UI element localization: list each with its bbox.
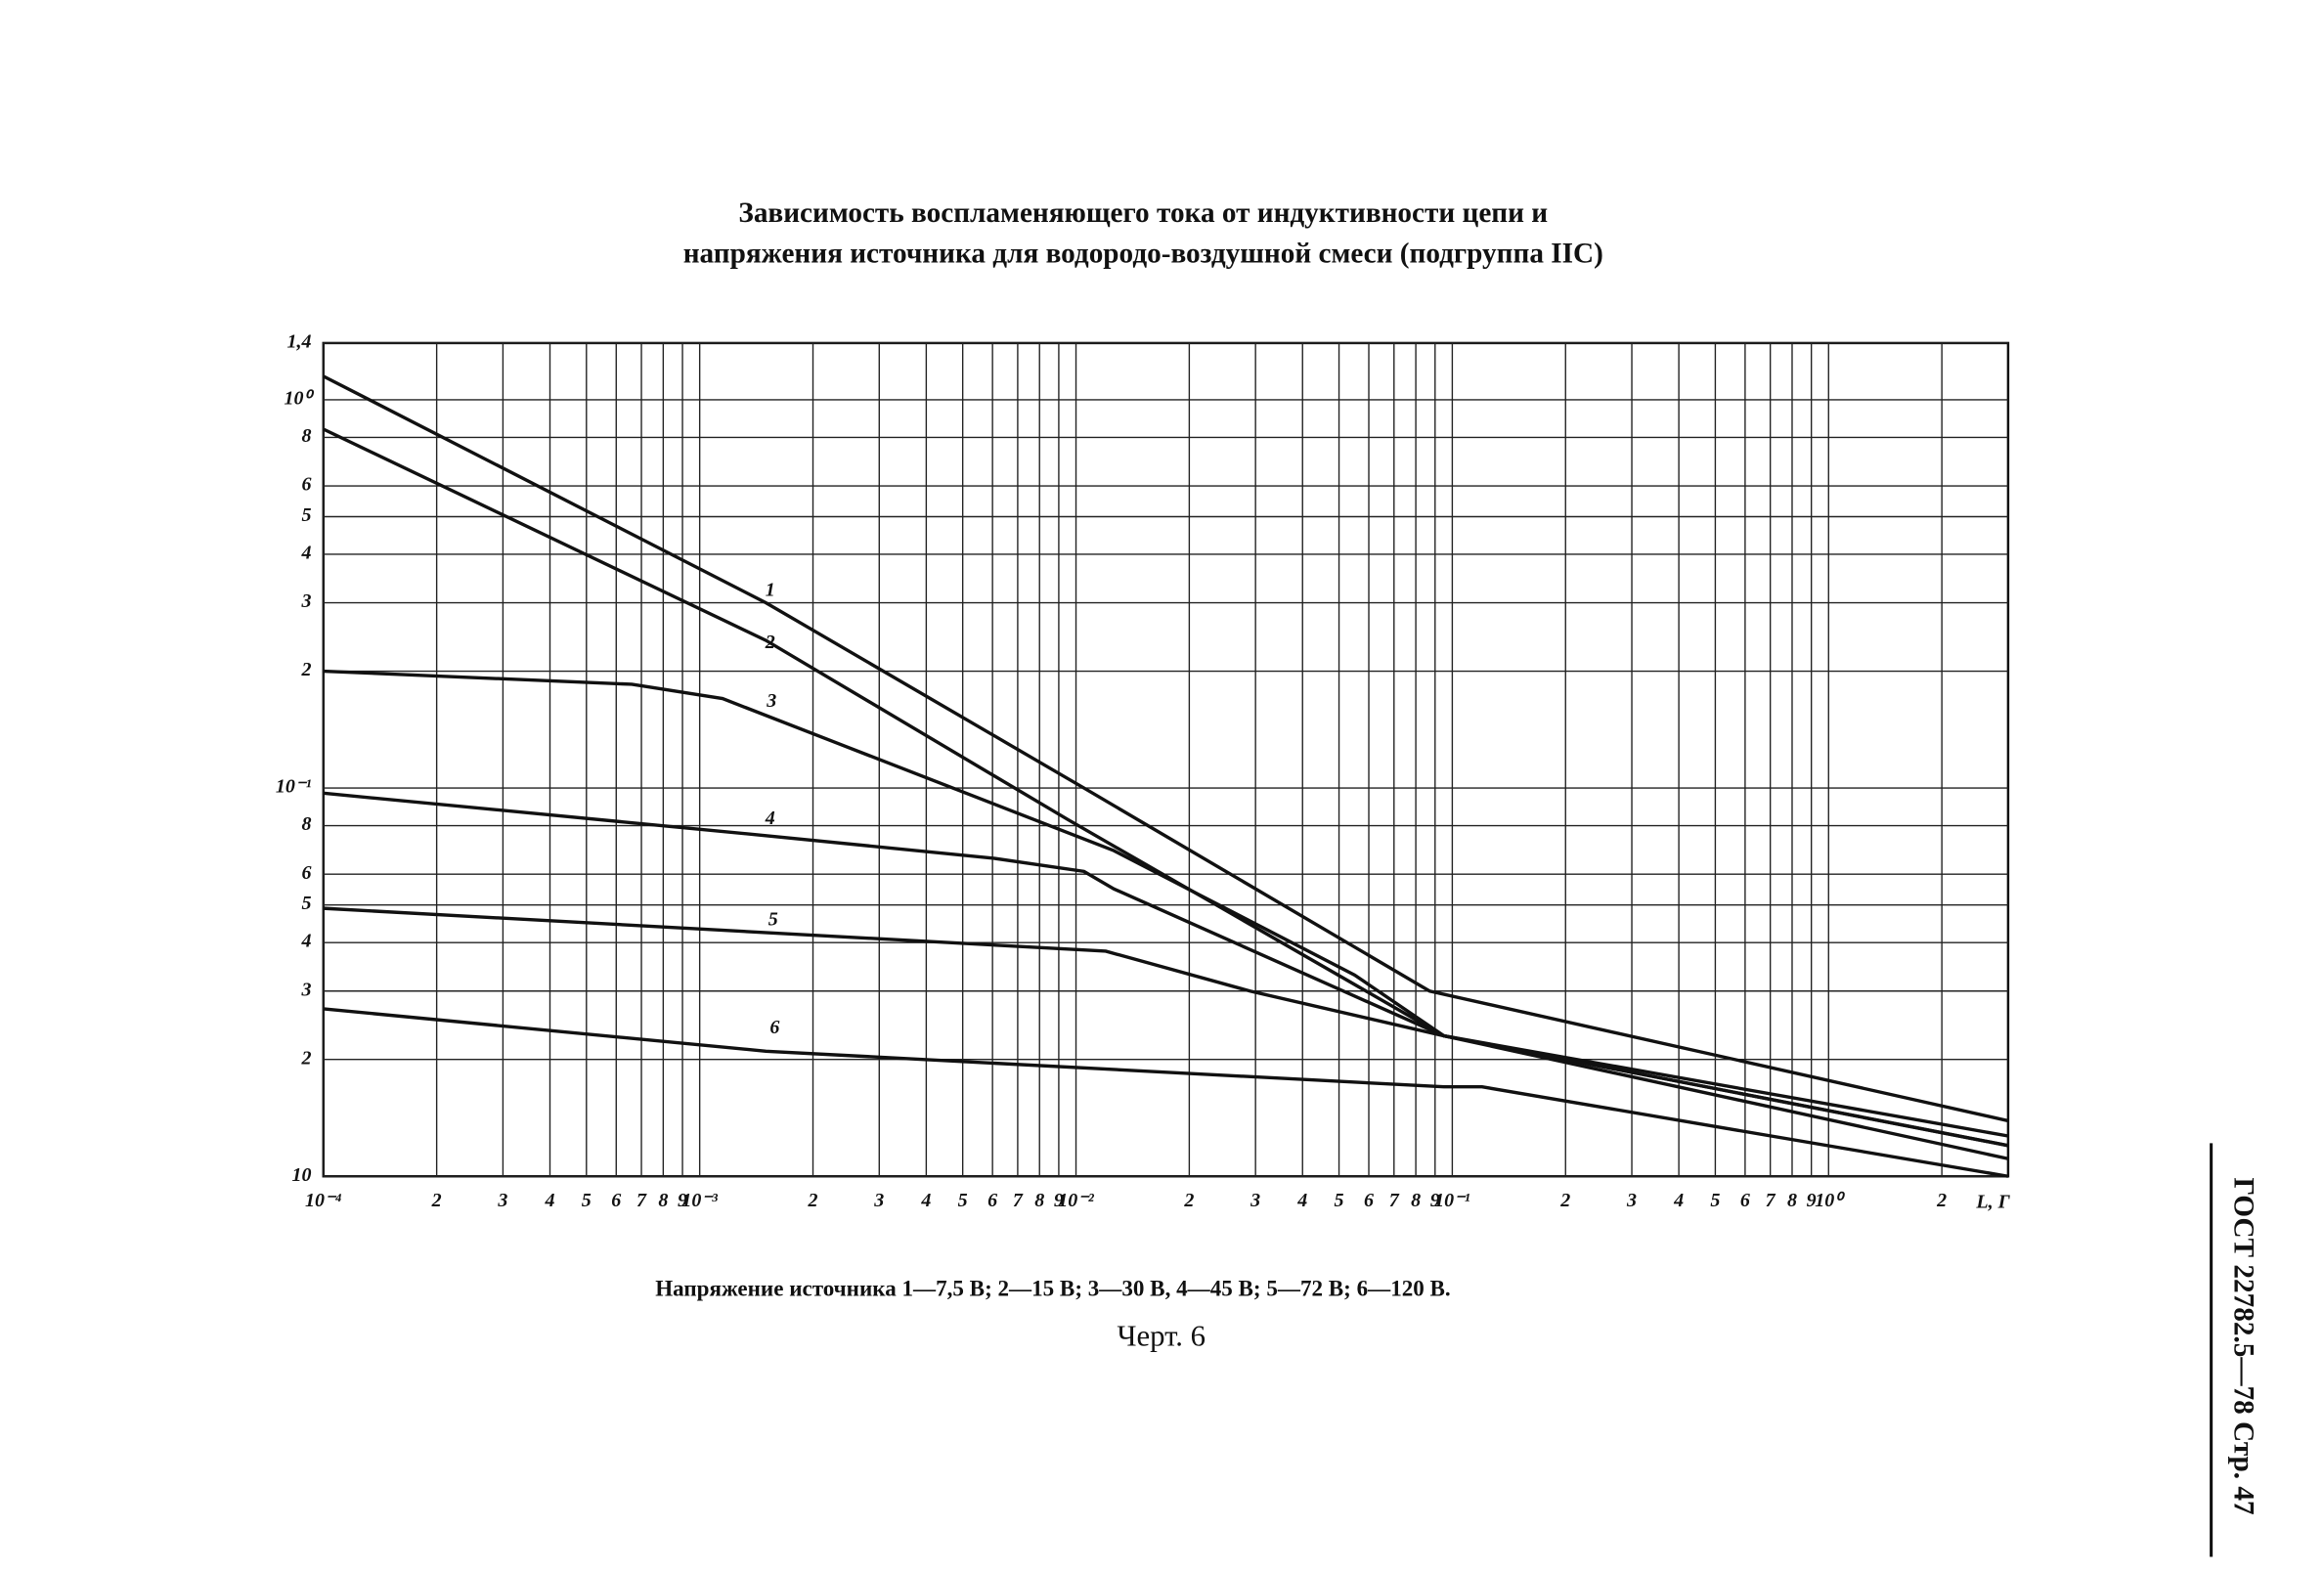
y-tick-label: 8 — [301, 425, 311, 447]
side-label: ГОСТ 22782.5—78 Стр. 47 — [2228, 1178, 2259, 1515]
x-tick-label: 2 — [1559, 1190, 1570, 1211]
x-tick-label: 10⁰ — [1815, 1190, 1845, 1211]
x-tick-label: 7 — [1766, 1190, 1776, 1211]
x-axis-label: L, Г — [1975, 1192, 2010, 1213]
x-tick-label: 8 — [1787, 1190, 1797, 1211]
curve-label: 2 — [765, 632, 775, 653]
x-tick-label: 6 — [1364, 1190, 1374, 1211]
curve-label: 1 — [766, 579, 775, 600]
x-tick-label: 2 — [431, 1190, 442, 1211]
x-tick-label: 5 — [1335, 1190, 1344, 1211]
x-tick-label: 10⁻⁴ — [305, 1190, 342, 1211]
x-tick-label: 3 — [1626, 1190, 1637, 1211]
y-tick-label: 2 — [300, 1047, 311, 1069]
chart-title: Зависимость воспламеняющего тока от инду… — [738, 197, 1548, 229]
y-tick-label: 8 — [301, 813, 311, 835]
chart-subtitle: напряжения источника для водородо-воздуш… — [683, 238, 1603, 269]
figure-label: Черт. 6 — [1117, 1319, 1206, 1352]
x-tick-label: 4 — [1673, 1190, 1684, 1211]
x-tick-label: 3 — [1250, 1190, 1260, 1211]
x-tick-label: 4 — [544, 1190, 554, 1211]
curve-label: 5 — [768, 908, 778, 930]
x-tick-label: 4 — [920, 1190, 931, 1211]
y-tick-label: 10⁻¹ — [276, 776, 312, 798]
x-tick-label: 9 — [1430, 1190, 1440, 1211]
x-tick-label: 10⁻² — [1058, 1190, 1095, 1211]
y-tick-label: 1,4 — [286, 331, 311, 353]
x-tick-label: 10⁻³ — [681, 1190, 719, 1211]
caption: Напряжение источника 1—7,5 В; 2—15 В; 3—… — [655, 1275, 1451, 1300]
curve — [323, 906, 2009, 1160]
curve — [323, 427, 2009, 1138]
x-tick-label: 2 — [1936, 1190, 1947, 1211]
x-tick-label: 7 — [636, 1190, 647, 1211]
curve — [323, 1007, 2009, 1178]
curve-label: 6 — [769, 1017, 779, 1038]
y-tick-label: 3 — [300, 979, 311, 1000]
x-tick-label: 2 — [808, 1190, 818, 1211]
curve — [323, 669, 2009, 1148]
x-tick-label: 5 — [958, 1190, 968, 1211]
x-tick-label: 9 — [1054, 1190, 1064, 1211]
y-tick-label: 6 — [301, 862, 311, 884]
x-tick-label: 8 — [658, 1190, 668, 1211]
x-tick-label: 9 — [678, 1190, 687, 1211]
x-tick-label: 3 — [497, 1190, 507, 1211]
curve-label: 4 — [765, 808, 775, 829]
y-tick-label: 10⁰ — [284, 388, 314, 410]
x-tick-label: 9 — [1807, 1190, 1817, 1211]
x-tick-label: 5 — [582, 1190, 592, 1211]
y-tick-label: 4 — [300, 931, 311, 952]
x-tick-label: 2 — [1183, 1190, 1194, 1211]
x-tick-label: 7 — [1389, 1190, 1400, 1211]
y-tick-label: 5 — [301, 504, 311, 526]
x-tick-label: 10⁻¹ — [1434, 1190, 1470, 1211]
y-tick-label: 2 — [300, 659, 311, 680]
y-tick-label: 4 — [300, 543, 311, 564]
x-tick-label: 5 — [1710, 1190, 1720, 1211]
y-tick-label: 6 — [301, 474, 311, 496]
x-tick-label: 8 — [1411, 1190, 1421, 1211]
x-tick-label: 3 — [873, 1190, 884, 1211]
x-tick-label: 7 — [1013, 1190, 1024, 1211]
x-tick-label: 6 — [611, 1190, 621, 1211]
x-tick-label: 6 — [987, 1190, 997, 1211]
x-tick-label: 8 — [1034, 1190, 1044, 1211]
x-tick-label: 4 — [1296, 1190, 1307, 1211]
curve — [323, 374, 2009, 1123]
y-tick-label: 10 — [291, 1164, 311, 1186]
plot-frame — [322, 341, 2010, 1178]
y-tick-label: 5 — [301, 893, 311, 914]
curve-label: 3 — [766, 690, 776, 712]
x-tick-label: 6 — [1740, 1190, 1750, 1211]
y-tick-label: 3 — [300, 590, 311, 612]
